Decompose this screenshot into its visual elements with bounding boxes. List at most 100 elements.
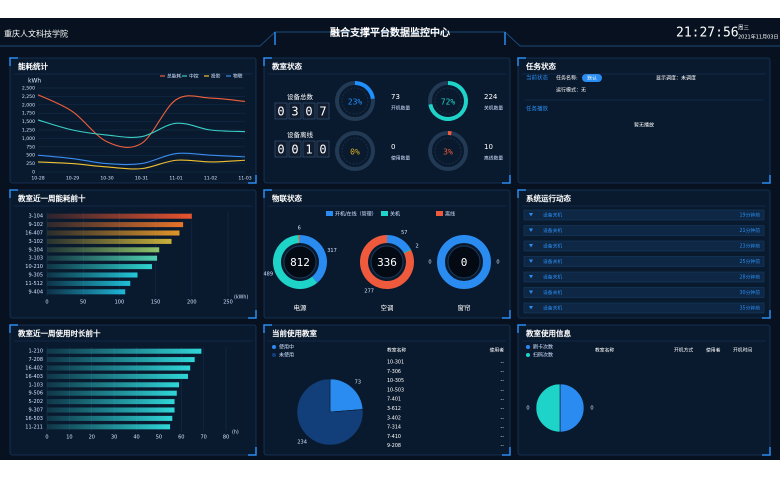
donut-segment bbox=[359, 235, 414, 289]
bar bbox=[47, 247, 160, 253]
legend-swatch bbox=[272, 345, 276, 349]
x-tick-label: 10-28 bbox=[31, 176, 44, 182]
legend-label: 刷卡次数 bbox=[533, 344, 553, 351]
table-cell: -- bbox=[501, 407, 505, 412]
data-label: 57 bbox=[401, 230, 407, 236]
bar bbox=[47, 280, 131, 286]
pie-slice bbox=[296, 378, 364, 446]
tab: 当前状态 bbox=[526, 74, 549, 82]
gauge-inner bbox=[434, 137, 462, 165]
bar bbox=[47, 272, 138, 278]
table-cell: 10-305 bbox=[387, 378, 404, 384]
log-event: 设备关机 bbox=[543, 274, 562, 281]
log-icon bbox=[529, 228, 533, 232]
y-tick-label: 9-304 bbox=[28, 247, 43, 253]
y-tick-label: 3-103 bbox=[28, 256, 43, 262]
y-tick-label: 16-407 bbox=[25, 231, 43, 237]
empty-note: 暂无播放 bbox=[634, 122, 654, 129]
log-row bbox=[523, 240, 765, 252]
y-tick-label: 3-104 bbox=[28, 214, 43, 220]
table-cell: -- bbox=[501, 388, 505, 393]
digit-box bbox=[302, 140, 316, 158]
donut-segment bbox=[403, 248, 412, 254]
line-series bbox=[37, 159, 246, 170]
panel-title: 系统运行动态 bbox=[526, 193, 571, 203]
digit: 1 bbox=[305, 143, 312, 157]
panel-corner bbox=[517, 57, 771, 184]
log-row bbox=[523, 287, 765, 298]
table-header: 开机时间 bbox=[733, 347, 752, 354]
log-icon bbox=[529, 275, 533, 279]
digit-box bbox=[316, 102, 330, 120]
line-series bbox=[37, 94, 246, 148]
bar bbox=[47, 424, 171, 430]
gauge-percent: 0% bbox=[350, 148, 360, 157]
x-tick-label: 250 bbox=[223, 300, 233, 306]
digit-box bbox=[316, 140, 330, 158]
line-series bbox=[37, 152, 246, 166]
header-accent bbox=[274, 32, 506, 45]
table-cell: -- bbox=[501, 416, 505, 421]
bar bbox=[47, 213, 192, 219]
y-tick-label: 3-102 bbox=[28, 239, 43, 245]
gauge-count: 73 bbox=[391, 93, 400, 101]
header-frame bbox=[0, 31, 780, 47]
bar bbox=[47, 399, 175, 405]
log-row bbox=[523, 271, 765, 283]
x-tick-label: 10-29 bbox=[66, 176, 79, 182]
digit-box bbox=[302, 102, 316, 120]
x-tick-label: 10-30 bbox=[100, 176, 113, 182]
digit: 3 bbox=[291, 105, 298, 119]
panel-title: 教室状态 bbox=[271, 61, 302, 71]
gauge-label: 关机数量 bbox=[484, 105, 503, 112]
bar bbox=[47, 255, 158, 261]
panel-title: 教室近一周能耗前十 bbox=[17, 193, 86, 203]
table-cell: -- bbox=[501, 361, 505, 366]
donut-core bbox=[370, 245, 404, 279]
log-event: 设备关机 bbox=[543, 243, 562, 250]
y-tick-label: 250 bbox=[26, 161, 35, 167]
digit: 0 bbox=[277, 105, 284, 119]
x-axis-unit: (h) bbox=[232, 430, 239, 436]
data-label: 2 bbox=[415, 244, 418, 250]
y-tick-label: 9-506 bbox=[28, 391, 43, 397]
section-title: 任务播放 bbox=[526, 105, 549, 113]
panel-title: 当前使用教室 bbox=[272, 328, 317, 338]
field: 运行模式：无 bbox=[556, 87, 586, 94]
legend-swatch bbox=[272, 353, 276, 357]
legend-label: 关机 bbox=[390, 211, 400, 218]
panel-title: 能耗统计 bbox=[18, 61, 48, 71]
table-cell: -- bbox=[501, 379, 505, 384]
table-cell: 7-410 bbox=[387, 434, 401, 440]
bar bbox=[47, 415, 173, 421]
donut-core bbox=[283, 245, 317, 279]
legend-label: 物联 bbox=[233, 73, 243, 80]
digit: 0 bbox=[277, 143, 284, 157]
donut-segment bbox=[272, 235, 318, 289]
x-tick-label: 200 bbox=[187, 300, 197, 306]
log-event: 设备关机 bbox=[543, 305, 562, 312]
legend-label: 总能耗 bbox=[167, 73, 182, 80]
field-label: 任务名称: bbox=[556, 75, 578, 82]
panel-corner bbox=[263, 324, 511, 456]
donut-center: 812 bbox=[290, 256, 310, 269]
log-event: 设备关机 bbox=[543, 289, 562, 296]
log-time: 19分钟前 bbox=[740, 212, 761, 219]
y-tick-label: 1-103 bbox=[28, 382, 43, 388]
legend-label: 离线 bbox=[445, 211, 455, 218]
panel-corner bbox=[517, 324, 771, 456]
table-cell: 10-301 bbox=[387, 360, 404, 366]
x-tick-label: 30 bbox=[111, 435, 117, 441]
y-tick-label: 10-210 bbox=[25, 264, 43, 270]
digit-box bbox=[288, 140, 302, 158]
line-series bbox=[37, 119, 246, 138]
log-row bbox=[523, 302, 765, 314]
panel-title: 物联状态 bbox=[272, 193, 302, 203]
digit: 0 bbox=[291, 143, 298, 157]
y-tick-label: 1,500 bbox=[22, 119, 35, 125]
table-cell: 7-314 bbox=[387, 425, 401, 431]
log-event: 设备关机 bbox=[543, 212, 562, 219]
bar bbox=[47, 365, 191, 371]
x-axis-unit: (kWh) bbox=[234, 295, 248, 301]
